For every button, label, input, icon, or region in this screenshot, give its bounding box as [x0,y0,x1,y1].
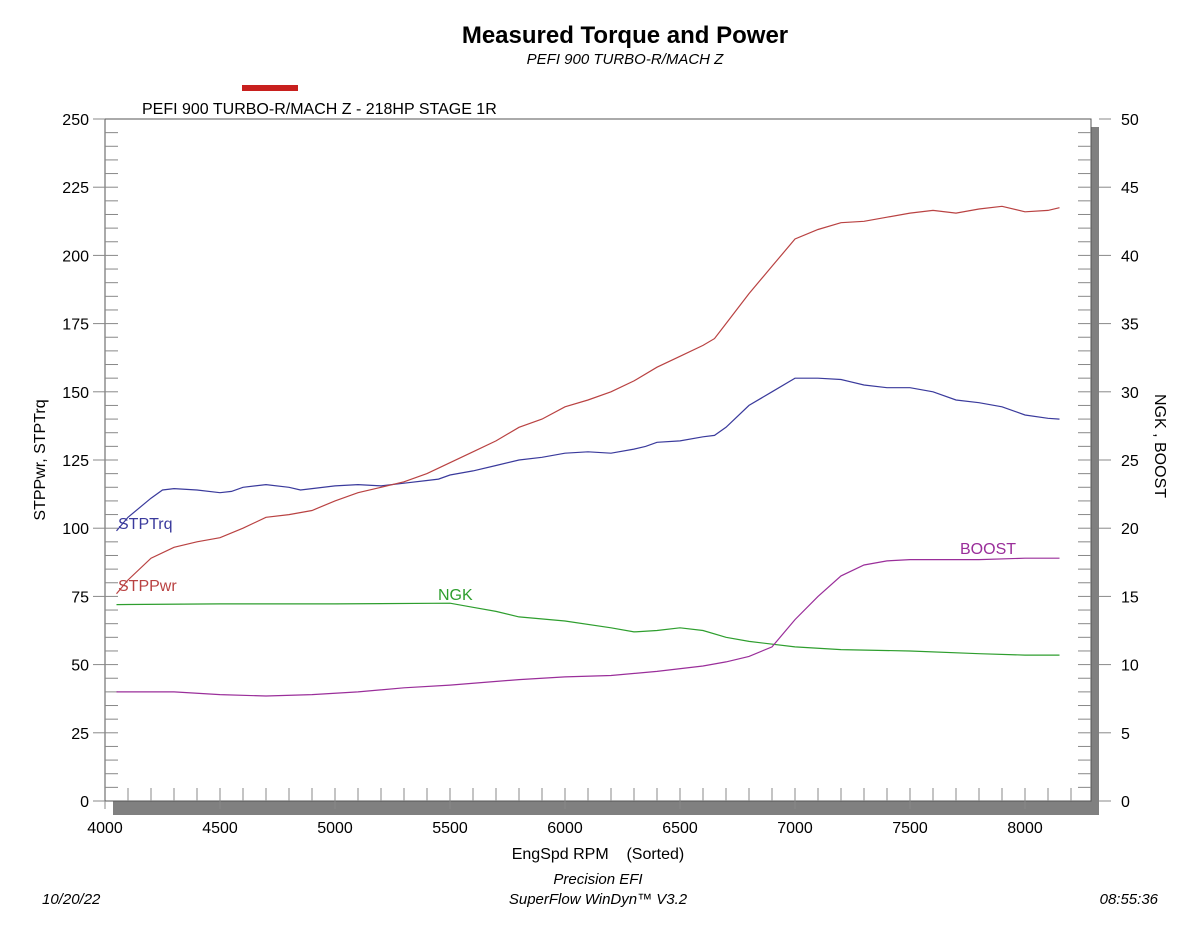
series-line-stppwr [116,205,1060,595]
footer-time: 08:55:36 [1100,891,1159,908]
x-tick-label: 6500 [662,820,698,837]
run-legend-swatch [242,85,298,91]
plot-area [104,118,1092,802]
y-tick-label: 150 [62,385,89,402]
y-tick-label: 125 [62,453,89,470]
y2-tick-label: 0 [1121,794,1130,811]
y2-tick-label: 30 [1121,385,1139,402]
x-tick-label: 4000 [87,820,123,837]
y2-tick-label: 20 [1121,521,1139,538]
y2-tick-label: 45 [1121,180,1139,197]
y-tick-label: 25 [71,726,89,743]
x-tick-label: 7000 [777,820,813,837]
y2-tick-label: 10 [1121,658,1139,675]
series-line-stptrq [116,377,1060,532]
y2-tick-label: 5 [1121,726,1130,743]
y-tick-label: 75 [71,589,89,606]
series-label-boost: BOOST [960,541,1016,558]
series-label-ngk: NGK [438,587,473,604]
y2-tick-label: 50 [1121,112,1139,129]
y2-tick-label: 25 [1121,453,1139,470]
y2-tick-label: 15 [1121,589,1139,606]
x-tick-label: 5500 [432,820,468,837]
y-tick-label: 225 [62,180,89,197]
footer-software: SuperFlow WinDyn™ V3.2 [509,891,688,908]
x-tick-label: 4500 [202,820,238,837]
series-label-stptrq: STPTrq [118,516,173,533]
y-tick-label: 175 [62,317,89,334]
y-tick-label: 100 [62,521,89,538]
y2-tick-label: 35 [1121,317,1139,334]
chart-title: Measured Torque and Power [462,22,788,49]
footer-date: 10/20/22 [42,891,101,908]
y2-axis-label: NGK , BOOST [1151,394,1168,498]
series-label-stppwr: STPPwr [118,578,177,595]
y-tick-label: 50 [71,658,89,675]
series-line-boost [116,557,1060,697]
x-axis-label: EngSpd RPM (Sorted) [512,846,685,863]
y-tick-label: 250 [62,112,89,129]
x-tick-label: 6000 [547,820,583,837]
chart-subtitle: PEFI 900 TURBO-R/MACH Z [527,51,725,68]
y2-tick-label: 40 [1121,248,1139,265]
series-line-ngk [116,602,1060,656]
y-tick-label: 200 [62,248,89,265]
y-axis-label: STPPwr, STPTrq [32,399,49,520]
footer-company: Precision EFI [553,871,642,888]
y-tick-label: 0 [80,794,89,811]
run-legend-label: PEFI 900 TURBO-R/MACH Z - 218HP STAGE 1R [142,101,497,118]
x-tick-label: 7500 [892,820,928,837]
x-tick-label: 5000 [317,820,353,837]
x-tick-label: 8000 [1007,820,1043,837]
